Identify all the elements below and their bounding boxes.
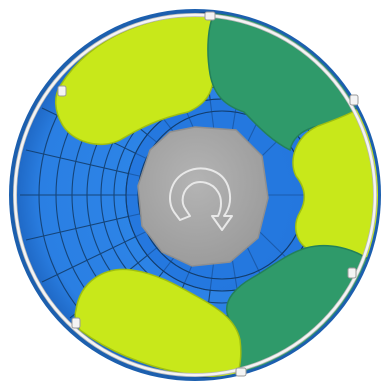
outer-rail xyxy=(13,13,377,377)
rail-clips xyxy=(57,11,359,377)
center-hub xyxy=(137,126,269,267)
lime-segment-bottom-left[interactable] xyxy=(74,268,242,378)
rotate-arrow-icon[interactable] xyxy=(169,167,233,231)
